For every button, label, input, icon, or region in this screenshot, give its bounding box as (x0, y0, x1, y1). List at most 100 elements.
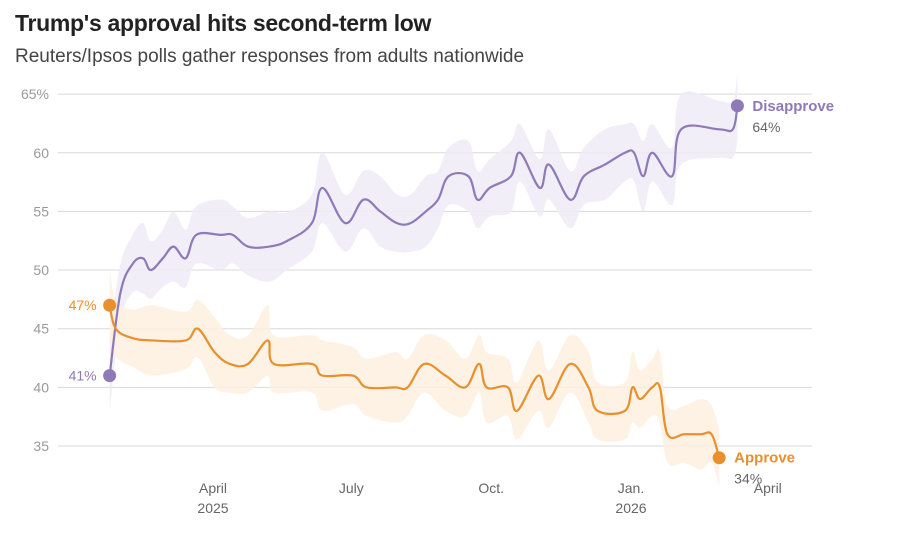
data-point-approve (196, 327, 199, 330)
data-point-approve (266, 339, 269, 342)
data-point-disapprove (680, 128, 683, 131)
data-point-disapprove (437, 198, 439, 201)
data-point-disapprove (510, 175, 512, 178)
data-point-disapprove (219, 233, 222, 236)
data-point-approve (464, 386, 467, 389)
data-point-disapprove (671, 175, 673, 178)
x-tick-year-label: 2025 (197, 500, 228, 516)
x-tick-label: Oct. (478, 480, 504, 496)
data-point-disapprove (379, 210, 382, 213)
data-point-disapprove (286, 239, 289, 242)
data-point-disapprove (731, 128, 734, 131)
y-axis: 35 40 45 50 55 60 65% (21, 86, 49, 454)
start-marker-approve (103, 298, 117, 312)
data-point-disapprove (718, 128, 721, 131)
data-point-approve (272, 362, 275, 365)
data-point-approve (478, 362, 480, 365)
start-value-label: 41% (69, 368, 97, 384)
y-tick-label: 40 (33, 379, 49, 395)
x-axis: April 2025 July Oct. Jan. 2026 April (197, 480, 781, 516)
data-point-disapprove (569, 198, 572, 201)
data-point-approve (321, 374, 324, 377)
data-point-disapprove (519, 151, 521, 154)
data-point-disapprove (633, 151, 635, 154)
end-value-label: 34% (734, 471, 762, 487)
data-point-approve (537, 374, 540, 377)
series-name-label: Disapprove (752, 98, 834, 115)
data-point-approve (310, 362, 313, 365)
series-name-label: Approve (734, 450, 795, 467)
data-point-disapprove (362, 198, 365, 201)
data-point-approve (683, 433, 686, 436)
data-point-disapprove (268, 245, 271, 248)
data-point-disapprove (488, 187, 491, 189)
data-point-disapprove (424, 210, 427, 213)
data-point-approve (423, 362, 426, 365)
data-point-disapprove (119, 292, 122, 295)
y-tick-label: 45 (33, 321, 49, 337)
data-point-approve (596, 409, 599, 412)
data-point-approve (548, 398, 550, 400)
y-tick-label: 35 (33, 438, 49, 454)
data-point-approve (131, 337, 134, 339)
data-point-disapprove (344, 222, 347, 225)
x-tick-label: July (339, 480, 364, 496)
data-point-approve (587, 386, 590, 389)
data-point-approve (351, 374, 354, 377)
data-point-disapprove (447, 175, 450, 178)
data-point-disapprove (409, 222, 412, 225)
data-point-disapprove (582, 175, 585, 178)
end-value-label: 64% (752, 119, 780, 135)
data-point-disapprove (195, 233, 198, 236)
data-point-approve (151, 339, 154, 342)
data-point-disapprove (131, 263, 134, 266)
data-point-approve (651, 386, 654, 389)
data-point-approve (114, 327, 117, 330)
data-point-approve (700, 433, 702, 436)
chart-subtitle: Reuters/Ipsos polls gather responses fro… (15, 46, 525, 67)
data-point-disapprove (247, 245, 249, 248)
end-marker-disapprove (730, 99, 744, 113)
data-point-disapprove (538, 187, 541, 189)
data-point-approve (485, 386, 488, 389)
data-point-approve (213, 351, 216, 354)
uncertainty-bands (109, 70, 738, 487)
chart-title: Trump's approval hits second-term low (15, 10, 432, 36)
data-point-disapprove (548, 163, 550, 166)
y-tick-label: 50 (33, 262, 49, 278)
data-point-disapprove (172, 245, 175, 248)
data-point-approve (247, 362, 249, 365)
end-labels: 41% Disapprove 64% 47% Approve 34% (69, 98, 834, 487)
data-point-approve (506, 386, 509, 389)
data-point-disapprove (467, 175, 470, 178)
data-point-disapprove (321, 187, 324, 189)
start-marker-disapprove (103, 369, 117, 383)
data-point-disapprove (184, 257, 187, 260)
data-point-approve (569, 362, 572, 365)
x-tick-label: April (199, 480, 227, 496)
data-point-disapprove (149, 269, 152, 271)
end-marker-approve (712, 451, 726, 465)
band-disapprove (109, 70, 738, 411)
x-tick-year-label: 2026 (615, 500, 646, 516)
data-point-approve (444, 374, 447, 377)
data-point-approve (624, 409, 626, 412)
data-point-approve (406, 386, 409, 389)
data-point-disapprove (476, 198, 479, 201)
data-point-disapprove (651, 151, 654, 154)
data-point-approve (184, 339, 187, 342)
y-tick-label: 65% (21, 86, 49, 102)
y-tick-label: 60 (33, 145, 49, 161)
data-point-disapprove (624, 151, 626, 154)
start-value-label: 47% (69, 297, 97, 313)
series-lines (108, 104, 739, 459)
data-point-disapprove (604, 163, 607, 166)
data-point-approve (639, 398, 642, 400)
data-point-disapprove (231, 233, 234, 236)
data-point-approve (631, 386, 634, 389)
data-point-disapprove (396, 222, 398, 225)
data-point-approve (710, 433, 713, 436)
data-point-approve (365, 386, 368, 389)
data-point-disapprove (642, 175, 645, 178)
